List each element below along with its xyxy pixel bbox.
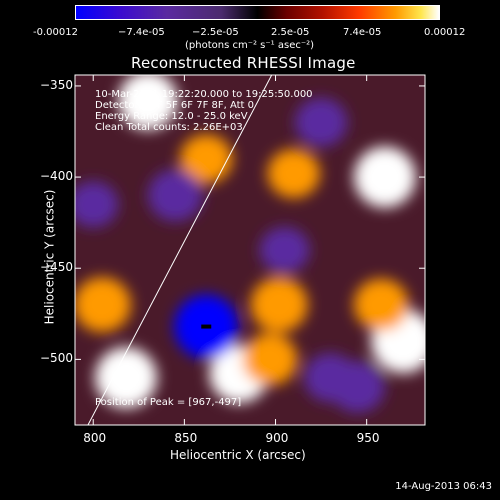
x-tick-label: 900 — [265, 431, 289, 445]
negative-blob — [294, 97, 348, 147]
peak-position-label: Position of Peak = [967,-497] — [95, 397, 242, 408]
annotation-time: 10-Mar-2011 19:22:20.000 to 19:25:50.000 — [95, 89, 313, 100]
colorbar-units: (photons cm⁻² s⁻¹ asec⁻²) — [185, 40, 315, 51]
negative-blob — [147, 169, 203, 222]
negative-blob — [75, 181, 119, 228]
positive-blob — [95, 347, 157, 409]
x-tick-label: 850 — [174, 431, 198, 445]
y-axis-label: Heliocentric Y (arcsec) — [42, 189, 57, 325]
x-tick-label: 800 — [83, 431, 107, 445]
positive-blob — [267, 148, 320, 198]
colorbar-tick: −2.5e-05 — [192, 27, 239, 38]
heatmap-blobs — [75, 75, 425, 413]
y-tick-label: −450 — [40, 260, 73, 275]
plot-area: 10-Mar-2011 19:22:20.000 to 19:25:50.000… — [75, 75, 425, 425]
y-tick-label: −500 — [40, 351, 73, 366]
colorbar-tick: 0.00012 — [424, 27, 466, 38]
y-tick-label: −350 — [40, 77, 73, 92]
annotation-counts: Clean Total counts: 2.26E+03 — [95, 122, 243, 133]
timestamp: 14-Aug-2013 06:43 — [395, 481, 492, 492]
positive-blob — [118, 75, 178, 130]
annotation-detectors: Detectors: 4F 5F 6F 7F 8F, Att 0 — [95, 100, 255, 111]
positive-blob — [180, 134, 233, 184]
positive-blob — [354, 146, 416, 208]
y-tick-label: −400 — [40, 169, 73, 184]
positive-blob — [353, 278, 409, 331]
annotation-energy: Energy Range: 12.0 - 25.0 keV — [95, 111, 248, 122]
x-axis-label: Heliocentric X (arcsec) — [170, 448, 306, 462]
chart-title: Reconstructed RHESSI Image — [131, 54, 356, 72]
axes-frame — [74, 74, 426, 426]
x-tick-label: 950 — [356, 431, 380, 445]
colorbar-tick: -0.00012 — [33, 27, 78, 38]
colorbar-tick: 2.5e-05 — [271, 27, 310, 38]
positive-blob — [250, 277, 308, 333]
tick-marks — [75, 75, 425, 425]
colorbar — [75, 5, 440, 20]
limb-line — [87, 75, 273, 425]
peak-marker — [201, 324, 212, 329]
colorbar-tick: 7.4e-05 — [343, 27, 382, 38]
negative-blob — [330, 360, 385, 413]
negative-blob — [259, 227, 310, 273]
positive-blob — [242, 333, 298, 386]
heatmap-svg — [75, 75, 425, 425]
colorbar-tick: −7.4e-05 — [118, 27, 165, 38]
positive-blob — [75, 277, 131, 333]
